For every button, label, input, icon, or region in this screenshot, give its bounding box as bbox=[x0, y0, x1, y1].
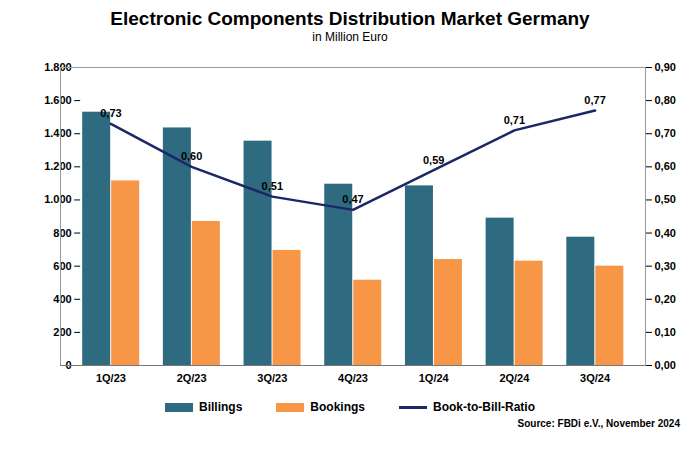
svg-text:0: 0 bbox=[65, 359, 72, 371]
svg-text:0,73: 0,73 bbox=[100, 107, 121, 119]
svg-text:600: 600 bbox=[53, 260, 71, 272]
svg-text:1.600: 1.600 bbox=[44, 94, 72, 106]
svg-text:1.800: 1.800 bbox=[44, 61, 72, 73]
svg-text:0,51: 0,51 bbox=[262, 180, 283, 192]
svg-text:1.000: 1.000 bbox=[44, 193, 72, 205]
svg-text:3Q/24: 3Q/24 bbox=[580, 372, 611, 384]
html-text:Electronic Components Distribu: Electronic Components Distribution Marke… bbox=[110, 8, 590, 29]
svg-text:200: 200 bbox=[53, 326, 71, 338]
svg-text:2Q/24: 2Q/24 bbox=[499, 372, 530, 384]
svg-text:400: 400 bbox=[53, 293, 71, 305]
svg-text:1.200: 1.200 bbox=[44, 160, 72, 172]
svg-text:0,20: 0,20 bbox=[655, 293, 676, 305]
svg-text:0,40: 0,40 bbox=[655, 227, 676, 239]
html-text:in Million Euro: in Million Euro bbox=[312, 30, 388, 44]
svg-text:0,47: 0,47 bbox=[342, 193, 363, 205]
svg-text:0,71: 0,71 bbox=[504, 114, 525, 126]
svg-text:0,80: 0,80 bbox=[655, 94, 676, 106]
svg-text:0,50: 0,50 bbox=[655, 193, 676, 205]
svg-text:1.400: 1.400 bbox=[44, 127, 72, 139]
svg-text:0,60: 0,60 bbox=[655, 160, 676, 172]
html-text:Book-to-Bill-Ratio: Book-to-Bill-Ratio bbox=[433, 400, 535, 414]
svg-text:1Q/23: 1Q/23 bbox=[96, 372, 126, 384]
html-text:Source: FBDi e.V., November 20: Source: FBDi e.V., November 2024 bbox=[517, 418, 680, 429]
svg-text:0,77: 0,77 bbox=[584, 94, 605, 106]
svg-text:800: 800 bbox=[53, 227, 71, 239]
svg-text:4Q/23: 4Q/23 bbox=[338, 372, 368, 384]
svg-text:0,70: 0,70 bbox=[655, 127, 676, 139]
svg-text:1Q/24: 1Q/24 bbox=[419, 372, 450, 384]
svg-text:0,60: 0,60 bbox=[181, 150, 202, 162]
html-text:Billings: Billings bbox=[199, 400, 243, 414]
html-text:Bookings: Bookings bbox=[310, 400, 365, 414]
svg-text:0,59: 0,59 bbox=[423, 154, 444, 166]
svg-text:2Q/23: 2Q/23 bbox=[177, 372, 207, 384]
svg-text:0,90: 0,90 bbox=[655, 61, 676, 73]
svg-text:0,30: 0,30 bbox=[655, 260, 676, 272]
svg-text:0,00: 0,00 bbox=[655, 359, 676, 371]
svg-text:0,10: 0,10 bbox=[655, 326, 676, 338]
svg-text:3Q/23: 3Q/23 bbox=[257, 372, 287, 384]
